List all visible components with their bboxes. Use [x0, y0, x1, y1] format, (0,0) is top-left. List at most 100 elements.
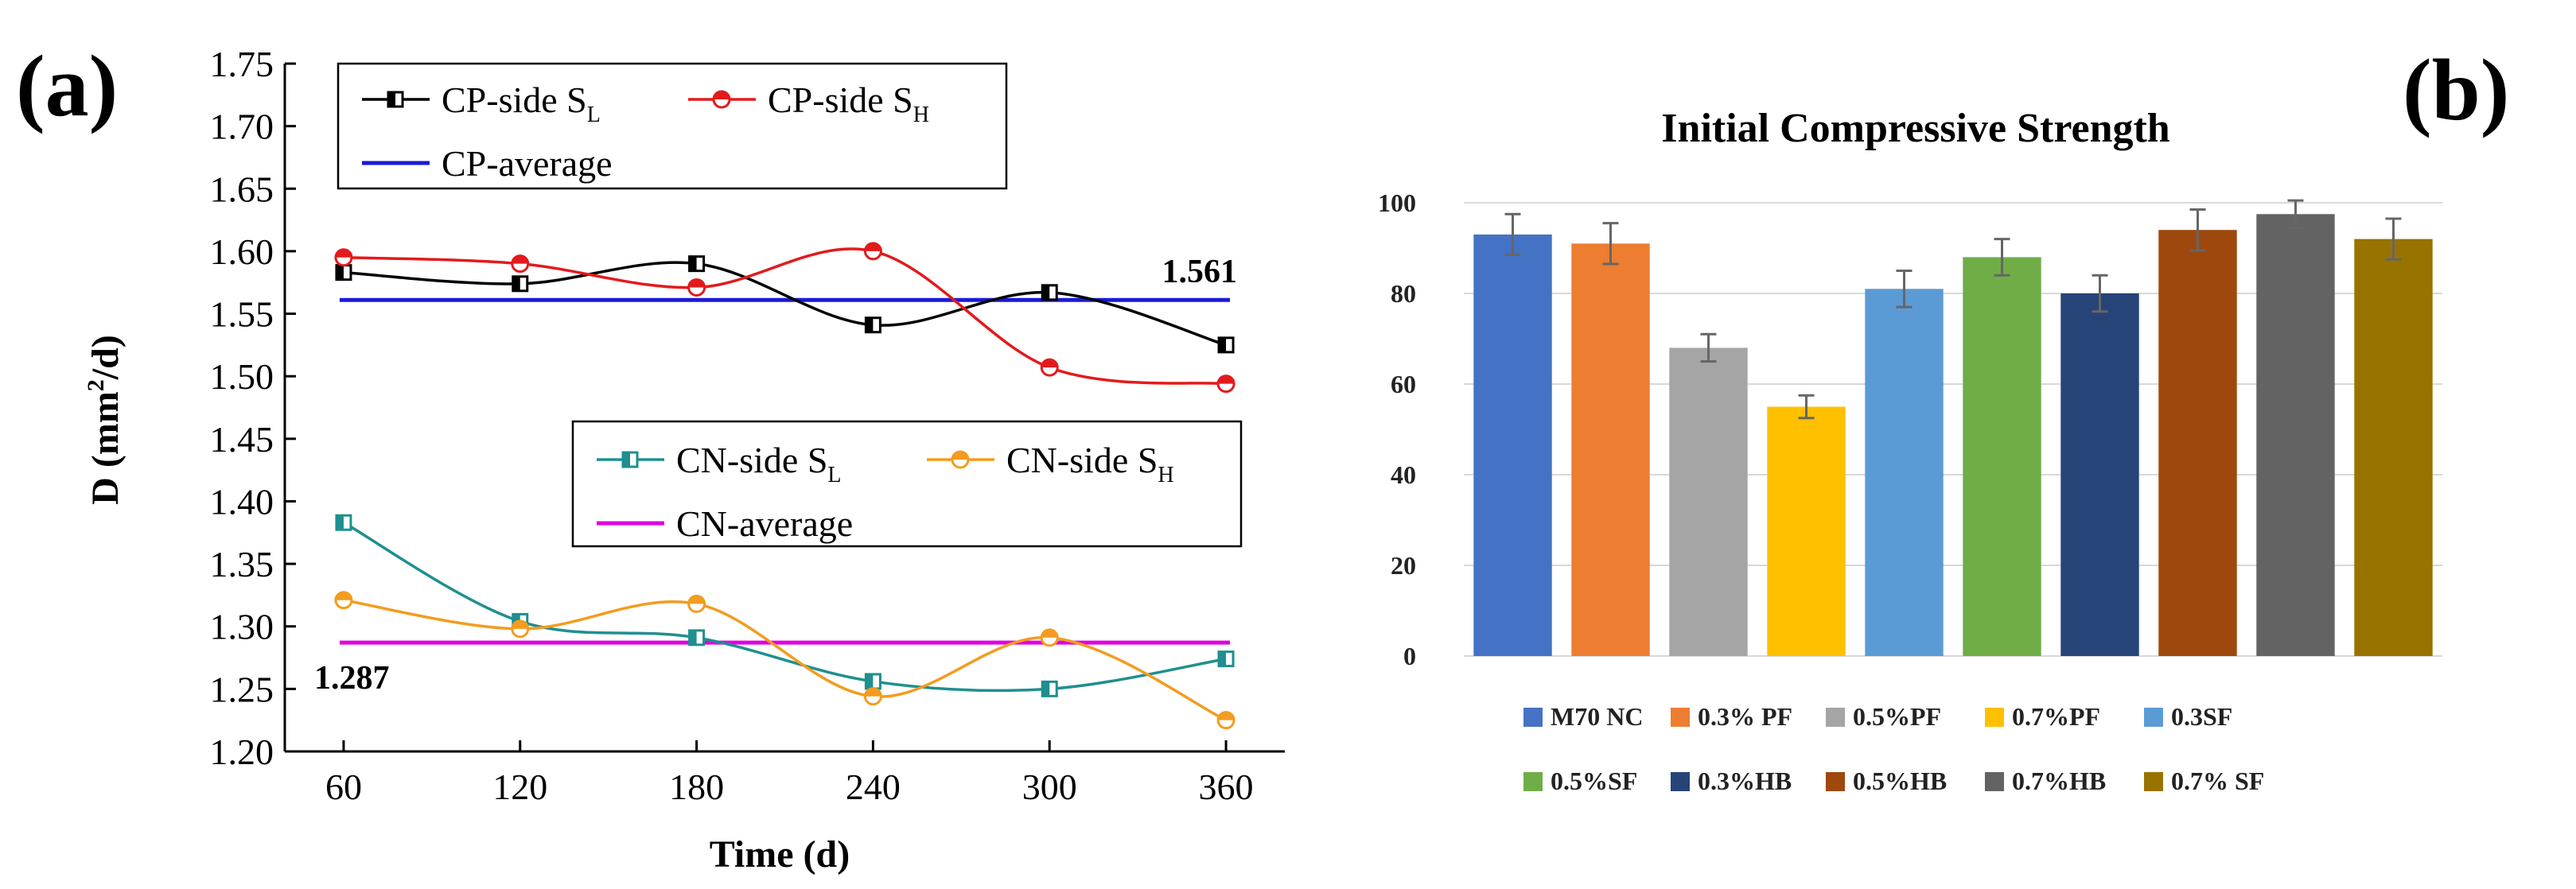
marker-fill [388, 92, 395, 107]
panel-b-title: Initial Compressive Strength [1661, 106, 2170, 151]
legend-swatch-9 [2144, 772, 2163, 791]
legend-label-subscript: L [587, 103, 601, 127]
legend-label-5: 0.5%SF [1551, 767, 1637, 795]
marker-fill [1041, 359, 1058, 368]
panel-a-x-axis-title: Time (d) [710, 833, 850, 875]
data-point-s0-5 [1217, 336, 1235, 354]
data-point-s3-2 [687, 594, 706, 613]
marker-fill [1219, 651, 1227, 666]
panel-a-y-tick-label: 1.55 [210, 294, 274, 335]
legend-label-subscript: L [827, 463, 841, 487]
panel-a-y-tick-label: 1.50 [210, 356, 274, 397]
marker-fill [689, 630, 697, 645]
cp-average-value-label: 1.561 [1162, 254, 1238, 290]
legend-label-main: CP-side S [768, 80, 913, 120]
legend-label: CP-side SH [768, 80, 929, 127]
panel-a-y-tick-label: 1.75 [210, 44, 274, 84]
data-point-s3-3 [863, 687, 882, 706]
legend-label-1: 0.3% PF [1698, 702, 1792, 731]
series-line-0 [343, 261, 1227, 347]
panel-b-legend: M70 NC 0.3% PF 0.5%PF 0.7%PF 0.3SF 0.5%SF 0.3%… [1523, 702, 2264, 795]
legend-label-main: CP-side S [442, 80, 587, 120]
marker-fill [1042, 285, 1050, 300]
legend-label: CN-side SL [676, 440, 842, 487]
data-point-s0-3 [864, 316, 881, 334]
panel-a-y-axis-title: D (mm2/d) [83, 335, 126, 505]
bar-8 [2256, 214, 2335, 656]
data-point-s3-1 [511, 619, 530, 639]
bar-1 [1571, 243, 1650, 656]
legend-swatch-8 [1985, 772, 2004, 791]
legend-label-3: 0.7%PF [2012, 702, 2100, 731]
marker-fill [335, 592, 352, 600]
data-point-s0-1 [512, 275, 529, 293]
legend-swatch-3 [1985, 708, 2004, 727]
panel-a-y-tick-label: 1.70 [210, 107, 274, 147]
panel-b-y-tick-label: 100 [1378, 188, 1416, 217]
panel-b-bar-chart: (b) Initial Compressive Strength 0 20 40 60… [1305, 41, 2509, 827]
legend-box [337, 62, 1008, 190]
marker-fill [866, 317, 874, 332]
legend-label: CP-side SL [442, 80, 601, 127]
data-point-s1-0 [334, 248, 353, 267]
legend-label-subscript: H [913, 103, 929, 127]
legend-marker [621, 451, 639, 468]
marker-fill [336, 265, 344, 280]
panel-a-axes: 1.20 1.25 1.30 1.35 1.40 1.45 1.50 1.55 1.60 1.65… [210, 44, 1285, 807]
legend-swatch-0 [1523, 708, 1543, 727]
panel-a-y-tick-label: 1.40 [210, 481, 274, 522]
panel-a-x-tick-label: 240 [846, 767, 901, 807]
panel-a-x-tick-label: 180 [669, 767, 724, 807]
legend-swatch-5 [1523, 772, 1543, 791]
bar-4 [1865, 289, 1944, 656]
legend-label-main: CN-side S [676, 440, 827, 480]
legend-swatch-7 [1826, 772, 1845, 791]
marker-fill [689, 256, 697, 271]
legend-swatch-6 [1671, 772, 1690, 791]
data-point-s1-3 [863, 242, 882, 261]
legend-label: CP-average [442, 143, 613, 184]
panel-b-bars [1473, 199, 2433, 657]
marker-fill [1041, 629, 1058, 638]
marker-fill [952, 452, 968, 460]
marker-fill [1042, 681, 1050, 697]
bar-5 [1963, 257, 2041, 656]
panel-a-y-tick-label: 1.65 [210, 169, 274, 209]
marker-fill [1219, 337, 1227, 352]
cn-average-value-label: 1.287 [314, 660, 390, 697]
panel-a-line-chart: (a) 1.20 1.25 1.30 1.35 1.40 1.45 1.50 1.55 1.60… [16, 37, 1285, 875]
panel-b-label: (b) [2403, 41, 2509, 138]
series-line-1 [343, 247, 1227, 386]
panel-b-y-tick-label: 20 [1391, 551, 1416, 580]
legend-marker [712, 90, 731, 109]
data-point-s1-5 [1216, 375, 1235, 394]
bar-3 [1767, 406, 1846, 656]
legend-label-7: 0.5%HB [1853, 767, 1947, 795]
bar-0 [1473, 234, 1552, 656]
data-point-s1-4 [1040, 358, 1059, 377]
panel-a-x-tick-label: 300 [1022, 767, 1077, 807]
legend-label-subscript: H [1158, 463, 1173, 487]
panel-a-y-tick-label: 1.45 [210, 419, 274, 460]
legend-label-4: 0.3SF [2171, 702, 2232, 731]
marker-fill [335, 249, 352, 258]
panel-a-y-tick-label: 1.25 [210, 669, 274, 709]
data-point-s2-3 [864, 673, 881, 690]
panel-a-annotations: 1.561 1.287 [314, 254, 1237, 697]
marker-fill [512, 276, 520, 291]
marker-fill [512, 620, 528, 629]
marker-fill [866, 674, 874, 689]
y-title-prefix: D (mm [84, 391, 126, 505]
bar-7 [2158, 230, 2237, 656]
legend-label-main: CN-average [676, 503, 853, 544]
legend-label-6: 0.3%HB [1698, 767, 1792, 795]
bar-2 [1669, 347, 1748, 656]
legend-swatch-1 [1671, 708, 1690, 727]
data-point-s2-0 [335, 514, 352, 531]
legend-swatch-2 [1826, 708, 1845, 727]
legend-swatch-4 [2144, 708, 2163, 727]
legend-label-main: CN-side S [1006, 440, 1158, 480]
marker-fill [336, 515, 344, 530]
